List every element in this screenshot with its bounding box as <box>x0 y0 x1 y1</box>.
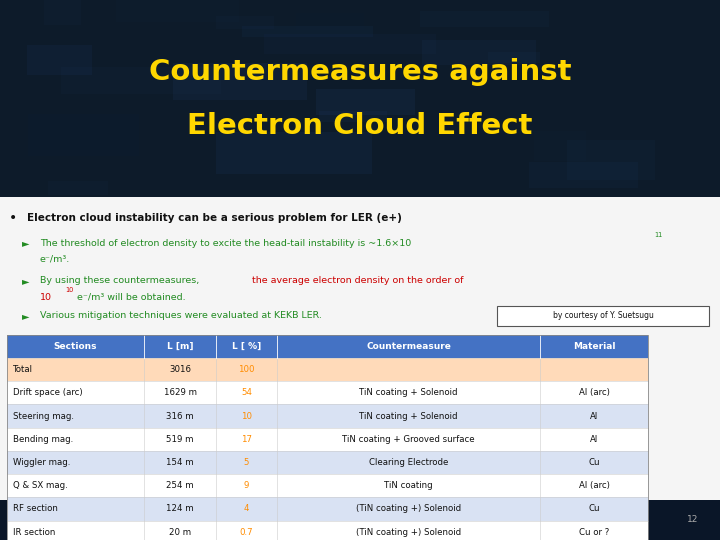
Bar <box>422 39 536 65</box>
Text: (TiN coating +) Solenoid: (TiN coating +) Solenoid <box>356 528 462 537</box>
Text: Al: Al <box>590 435 598 444</box>
Text: Q & SX mag.: Q & SX mag. <box>13 481 68 490</box>
Text: e⁻/m³.: e⁻/m³. <box>40 255 70 264</box>
Text: e⁻/m³ will be obtained.: e⁻/m³ will be obtained. <box>74 293 186 301</box>
Text: 316 m: 316 m <box>166 411 194 421</box>
Text: 17: 17 <box>241 435 252 444</box>
Text: 124 m: 124 m <box>166 504 194 514</box>
Bar <box>216 132 372 174</box>
Text: Cu: Cu <box>588 458 600 467</box>
Text: ►: ► <box>22 276 29 286</box>
Text: Various mitigation techniques were evaluated at KEKB LER.: Various mitigation techniques were evalu… <box>40 312 321 320</box>
Bar <box>116 0 239 23</box>
Bar <box>7 404 648 428</box>
Text: Drift space (arc): Drift space (arc) <box>13 388 83 397</box>
Text: 11: 11 <box>654 232 662 238</box>
Text: Al: Al <box>590 411 598 421</box>
Bar <box>0 500 720 540</box>
Bar <box>174 63 307 99</box>
Text: Al (arc): Al (arc) <box>579 481 609 490</box>
Text: 519 m: 519 m <box>166 435 194 444</box>
Text: RF section: RF section <box>13 504 58 514</box>
Text: TiN coating + Solenoid: TiN coating + Solenoid <box>359 388 458 397</box>
Bar <box>7 381 648 404</box>
Text: Steering mag.: Steering mag. <box>13 411 74 421</box>
Text: ►: ► <box>22 311 29 321</box>
Bar <box>7 358 648 381</box>
Bar <box>48 181 108 195</box>
Text: Cu: Cu <box>588 504 600 514</box>
Bar <box>264 33 436 53</box>
Text: 154 m: 154 m <box>166 458 194 467</box>
Text: the average electron density on the order of: the average electron density on the orde… <box>252 276 464 285</box>
Text: L [ %]: L [ %] <box>232 342 261 351</box>
Bar <box>534 131 585 160</box>
Bar <box>7 521 648 540</box>
Text: 9: 9 <box>244 481 249 490</box>
Bar <box>7 497 648 521</box>
Text: •: • <box>9 211 17 225</box>
Bar <box>319 111 387 123</box>
Text: Cu or ?: Cu or ? <box>579 528 609 537</box>
Text: 3016: 3016 <box>169 365 191 374</box>
FancyBboxPatch shape <box>497 306 709 326</box>
Text: TiN coating: TiN coating <box>384 481 433 490</box>
Bar <box>567 139 655 180</box>
Text: By using these countermeasures,: By using these countermeasures, <box>40 276 202 285</box>
Text: L [m]: L [m] <box>167 342 193 351</box>
Bar <box>7 451 648 474</box>
Bar <box>44 0 81 25</box>
Text: TiN coating + Grooved surface: TiN coating + Grooved surface <box>342 435 475 444</box>
Bar <box>0 197 720 500</box>
Text: Material: Material <box>572 342 616 351</box>
Text: 10: 10 <box>241 411 252 421</box>
Text: Al (arc): Al (arc) <box>579 388 609 397</box>
Text: Wiggler mag.: Wiggler mag. <box>13 458 71 467</box>
Bar <box>488 52 541 64</box>
Bar <box>242 26 373 37</box>
Bar <box>60 67 221 94</box>
Text: 4: 4 <box>244 504 249 514</box>
Bar <box>0 0 720 197</box>
Text: 5: 5 <box>244 458 249 467</box>
Bar <box>420 11 549 27</box>
Text: Electron Cloud Effect: Electron Cloud Effect <box>187 112 533 139</box>
Bar <box>296 14 364 30</box>
Bar <box>27 45 91 75</box>
Text: IR section: IR section <box>13 528 55 537</box>
Text: Sections: Sections <box>54 342 97 351</box>
Text: 20 m: 20 m <box>169 528 191 537</box>
Text: (TiN coating +) Solenoid: (TiN coating +) Solenoid <box>356 504 462 514</box>
Bar <box>7 474 648 497</box>
Text: Bending mag.: Bending mag. <box>13 435 73 444</box>
Text: Total: Total <box>13 365 33 374</box>
Bar <box>7 428 648 451</box>
Text: Electron cloud instability can be a serious problem for LER (e+): Electron cloud instability can be a seri… <box>27 213 402 222</box>
Text: 10: 10 <box>40 293 52 301</box>
Text: ►: ► <box>22 238 29 248</box>
Text: 2012/6/6: 2012/6/6 <box>14 515 48 524</box>
Text: TiN coating + Solenoid: TiN coating + Solenoid <box>359 411 458 421</box>
Text: Countermeasures against: Countermeasures against <box>149 58 571 85</box>
Text: The threshold of electron density to excite the head-tail instability is ~1.6×10: The threshold of electron density to exc… <box>40 239 411 247</box>
Text: 54: 54 <box>241 388 252 397</box>
Text: Countermeasure: Countermeasure <box>366 342 451 351</box>
Bar <box>7 335 648 358</box>
Text: 10: 10 <box>65 287 73 293</box>
Bar <box>529 163 637 187</box>
Bar <box>216 16 274 29</box>
Text: by courtesy of Y. Suetsugu: by courtesy of Y. Suetsugu <box>552 312 654 320</box>
Bar <box>316 89 415 115</box>
Text: 254 m: 254 m <box>166 481 194 490</box>
Bar <box>28 114 138 156</box>
Text: 0.7: 0.7 <box>240 528 253 537</box>
Text: 1629 m: 1629 m <box>163 388 197 397</box>
Text: 12: 12 <box>687 515 698 524</box>
Text: Clearing Electrode: Clearing Electrode <box>369 458 449 467</box>
Text: ECLOUD'12 (the 5th electron-cloud workshop) @ La Biodola (Isola d'Elba) Italy: ECLOUD'12 (the 5th electron-cloud worksh… <box>210 515 510 524</box>
Text: 100: 100 <box>238 365 255 374</box>
